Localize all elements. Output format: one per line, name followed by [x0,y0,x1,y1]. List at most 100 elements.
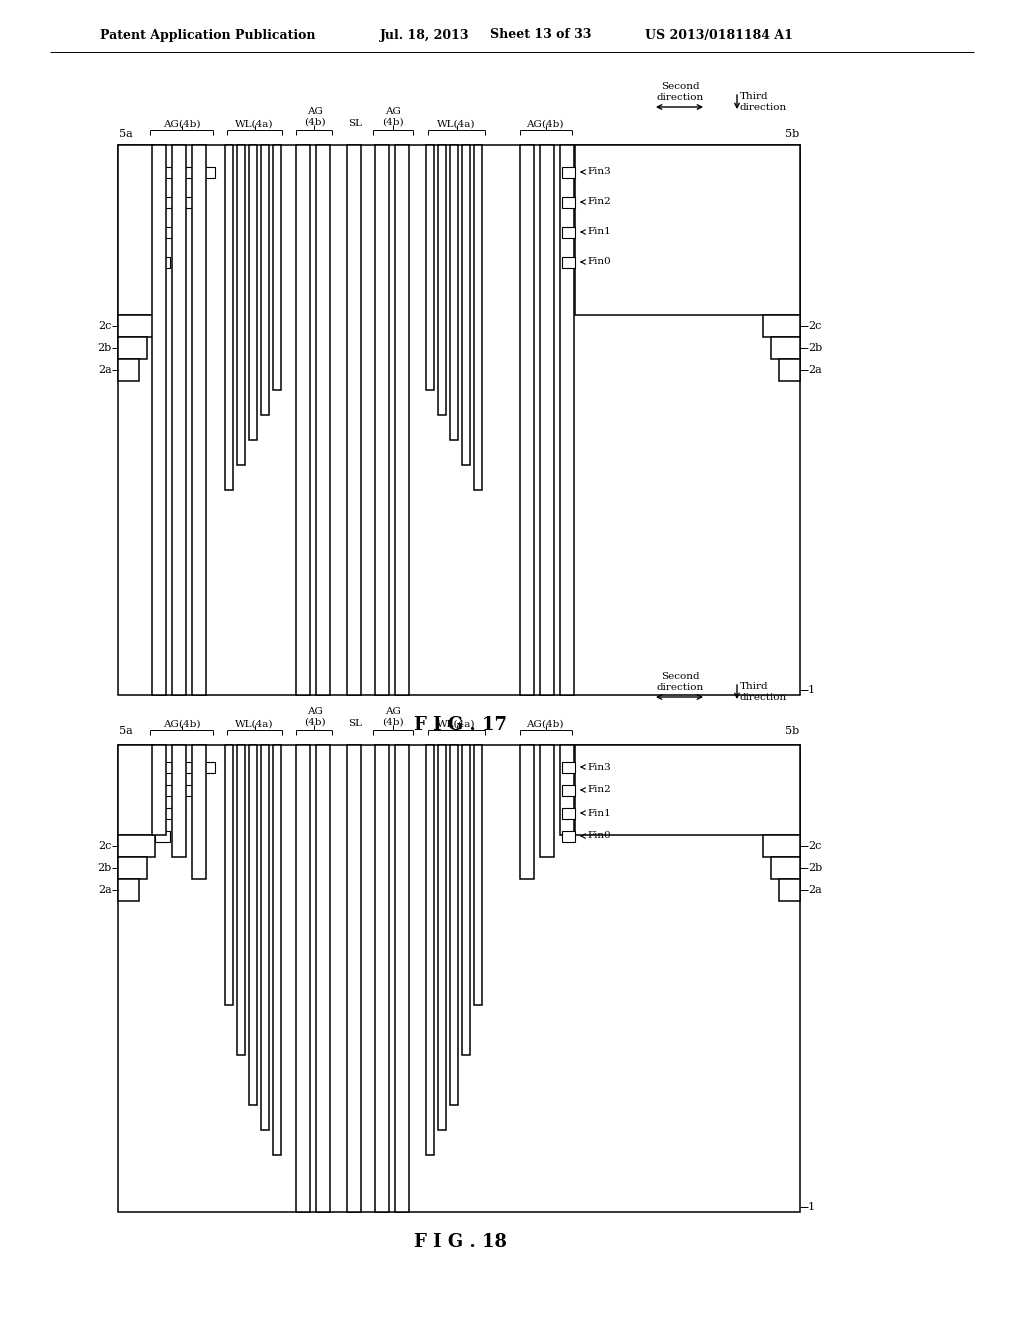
Bar [155,256,170,268]
Text: 2a: 2a [98,366,112,375]
Bar [237,744,245,1055]
Bar [562,808,575,818]
Bar [155,830,170,842]
Bar [347,744,361,1212]
Text: WL(4a): WL(4a) [437,719,475,729]
Bar [249,145,257,440]
Text: Sheet 13 of 33: Sheet 13 of 33 [490,29,592,41]
Bar [562,166,575,177]
Bar [152,145,166,696]
Bar [273,744,281,1155]
Bar [450,744,458,1105]
Bar [118,337,147,359]
Bar [450,145,458,440]
Bar [249,744,257,1105]
Text: US 2013/0181184 A1: US 2013/0181184 A1 [645,29,793,41]
Bar [225,145,233,490]
Bar [296,145,310,696]
Bar [426,744,434,1155]
Text: AG
(4b): AG (4b) [304,708,326,727]
Bar [261,145,269,414]
Text: AG(4b): AG(4b) [526,120,564,128]
Text: WL(4a): WL(4a) [234,120,273,128]
Text: Fin2: Fin2 [587,198,610,206]
Text: WL(4a): WL(4a) [234,719,273,729]
Text: 5a: 5a [119,129,133,139]
Text: SL: SL [348,120,362,128]
Bar [118,145,155,315]
Bar [562,197,575,207]
Bar [118,315,155,337]
Bar [438,744,446,1130]
Bar [155,784,200,796]
Bar [779,879,800,902]
Text: 2b: 2b [808,863,822,873]
Bar [118,359,139,381]
Text: Second
direction: Second direction [656,82,703,102]
Bar [172,744,186,857]
Text: 1: 1 [808,1203,815,1212]
Bar [375,145,389,696]
Text: Fin2: Fin2 [587,785,610,795]
Bar [560,145,574,696]
Text: 2b: 2b [97,863,112,873]
Text: AG(4b): AG(4b) [163,120,201,128]
Bar [562,830,575,842]
Text: 2a: 2a [808,884,821,895]
Text: Fin1: Fin1 [587,808,610,817]
Bar [462,145,470,465]
Text: Fin0: Fin0 [587,257,610,267]
Bar [575,744,800,836]
Bar [375,744,389,1212]
Text: 2c: 2c [98,841,112,851]
Text: 2c: 2c [98,321,112,331]
Bar [771,857,800,879]
Bar [771,337,800,359]
Bar [560,744,574,836]
Text: 5b: 5b [784,726,799,737]
Bar [155,166,215,177]
Bar [474,145,482,490]
Bar [316,744,330,1212]
Text: WL(4a): WL(4a) [437,120,475,128]
Bar [562,227,575,238]
Bar [347,145,361,696]
Bar [426,145,434,389]
Text: Fin1: Fin1 [587,227,610,236]
Bar [520,744,534,879]
Text: AG(4b): AG(4b) [526,719,564,729]
Bar [316,145,330,696]
Text: 5a: 5a [119,726,133,737]
Bar [763,836,800,857]
Bar [155,197,200,207]
Bar [155,808,185,818]
Text: Third
direction: Third direction [740,92,787,112]
Text: 2a: 2a [808,366,821,375]
Text: 2a: 2a [98,884,112,895]
Text: 5b: 5b [784,129,799,139]
Bar [118,744,155,836]
Bar [225,744,233,1005]
Bar [395,744,409,1212]
Text: AG(4b): AG(4b) [163,719,201,729]
Text: 2b: 2b [808,343,822,352]
Bar [155,762,215,772]
Bar [172,145,186,696]
Text: 2c: 2c [808,841,821,851]
Bar [152,744,166,836]
Text: AG
(4b): AG (4b) [304,107,326,127]
Text: SL: SL [348,719,362,729]
Text: AG
(4b): AG (4b) [382,107,403,127]
Bar [562,762,575,772]
Text: Second
direction: Second direction [656,672,703,692]
Text: 1: 1 [808,685,815,696]
Bar [118,744,800,1212]
Text: Patent Application Publication: Patent Application Publication [100,29,315,41]
Bar [118,857,147,879]
Bar [462,744,470,1055]
Bar [562,784,575,796]
Bar [155,227,185,238]
Text: F I G . 18: F I G . 18 [414,1233,507,1251]
Bar [520,145,534,696]
Bar [575,145,800,315]
